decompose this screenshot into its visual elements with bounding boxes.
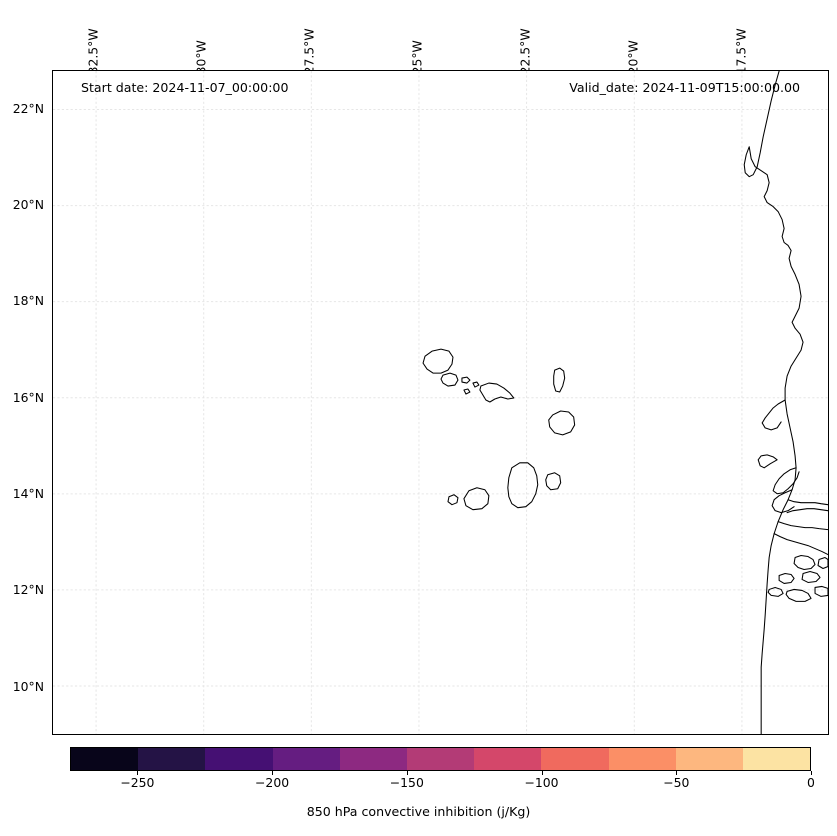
valid-date-annotation: Valid_date: 2024-11-09T15:00:00.00 — [569, 80, 800, 95]
colorbar-tick-mark — [676, 771, 678, 775]
longitude-tick-label: 32.5°W — [85, 28, 101, 75]
colorbar-segment — [406, 748, 475, 770]
colorbar-tick-label: −50 — [663, 775, 690, 790]
colorbar-tick-mark — [541, 771, 543, 775]
colorbar-tick-label: −250 — [120, 775, 155, 790]
colorbar-tick-mark — [811, 771, 812, 775]
latitude-tick-label: 14°N — [12, 486, 44, 502]
latitude-tick-label: 12°N — [12, 582, 44, 598]
colorbar-tick-mark — [137, 771, 139, 775]
colorbar-segment — [474, 748, 542, 770]
colorbar-tick-label: −200 — [255, 775, 290, 790]
coastline-outlines — [422, 71, 828, 734]
colorbar-tick-mark — [406, 771, 408, 775]
colorbar-segment — [272, 748, 340, 770]
colorbar[interactable]: −250 −200 −150 −100 −50 0 — [70, 747, 815, 789]
colorbar-segment — [541, 748, 609, 770]
start-date-annotation: Start date: 2024-11-07_00:00:00 — [81, 80, 289, 95]
colorbar-segment — [339, 748, 407, 770]
longitude-tick-label: 27.5°W — [301, 28, 317, 75]
longitude-tick-label: 17.5°W — [733, 28, 749, 75]
colorbar-segment — [675, 748, 743, 770]
latitude-tick-label: 18°N — [12, 293, 44, 309]
colorbar-segment — [71, 748, 139, 770]
map-plot-area[interactable]: Start date: 2024-11-07_00:00:00 Valid_da… — [52, 70, 829, 735]
colorbar-segment — [608, 748, 676, 770]
latitude-tick-label: 20°N — [12, 196, 44, 212]
colorbar-segment — [742, 748, 811, 770]
map-gridlines — [53, 71, 828, 734]
latitude-tick-label: 10°N — [12, 678, 44, 694]
colorbar-tick-mark — [272, 771, 274, 775]
latitude-tick-label: 22°N — [12, 100, 44, 116]
colorbar-tick-label: 0 — [807, 775, 815, 790]
colorbar-tick-label: −150 — [389, 775, 424, 790]
longitude-tick-label: 22.5°W — [517, 28, 533, 75]
colorbar-gradient-strip — [70, 747, 811, 771]
colorbar-tick-label: −100 — [524, 775, 559, 790]
colorbar-segment — [205, 748, 273, 770]
colorbar-segment — [138, 748, 206, 770]
latitude-tick-label: 16°N — [12, 389, 44, 405]
colorbar-axis-label: 850 hPa convective inhibition (j/Kg) — [306, 804, 531, 819]
